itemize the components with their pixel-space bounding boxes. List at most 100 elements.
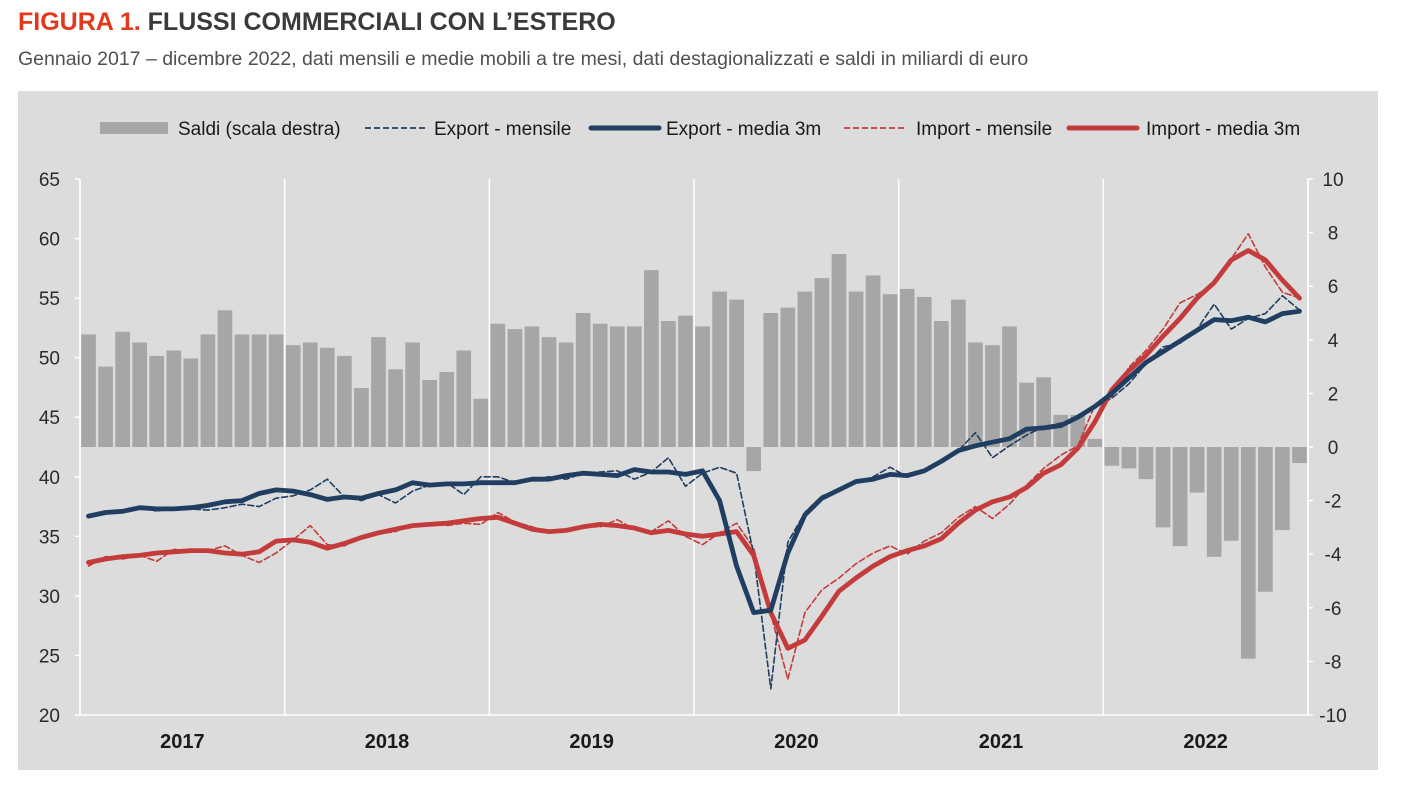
saldi-bar	[1223, 447, 1239, 541]
saldi-bar	[473, 398, 489, 447]
saldi-bar	[1087, 438, 1103, 447]
saldi-bar	[200, 334, 216, 447]
saldi-bar	[1240, 447, 1256, 659]
saldi-bar	[609, 326, 625, 447]
saldi-bar	[661, 321, 676, 447]
figure-title-text: FLUSSI COMMERCIALI CON L’ESTERO	[147, 8, 616, 36]
saldi-bar	[644, 270, 659, 447]
saldi-bar	[882, 294, 898, 447]
right-tick-label: -6	[1325, 599, 1342, 620]
right-tick-label: -4	[1325, 545, 1342, 566]
left-tick-label: 50	[39, 349, 60, 370]
year-label: 2017	[160, 731, 205, 753]
saldi-bar	[490, 323, 506, 447]
saldi-bar	[865, 275, 881, 447]
saldi-bar	[251, 334, 267, 447]
legend-label: Import - mensile	[916, 119, 1052, 140]
saldi-bar	[1189, 447, 1205, 493]
left-tick-label: 25	[39, 646, 60, 667]
left-tick-label: 45	[39, 408, 60, 429]
saldi-bar	[968, 342, 983, 447]
right-tick-label: 8	[1328, 224, 1339, 245]
saldi-bar	[81, 334, 96, 447]
figure-label: FIGURA 1.	[18, 8, 141, 36]
saldi-bar	[98, 366, 113, 447]
saldi-bar	[985, 345, 1000, 447]
saldi-bar	[712, 291, 727, 447]
saldi-bar	[337, 355, 352, 447]
saldi-bar	[1019, 382, 1034, 447]
saldi-bar	[916, 296, 932, 447]
saldi-bar	[354, 388, 369, 447]
saldi-bar	[899, 288, 915, 447]
saldi-bar	[831, 254, 847, 447]
right-tick-label: -10	[1319, 706, 1346, 727]
saldi-bar	[933, 321, 949, 447]
legend-label: Export - media 3m	[666, 119, 821, 140]
saldi-bar	[405, 342, 420, 447]
right-tick-label: 10	[1322, 170, 1343, 191]
saldi-bar	[1002, 326, 1017, 447]
saldi-bar	[1104, 447, 1120, 466]
saldi-bar	[1053, 414, 1069, 447]
saldi-bar	[268, 334, 284, 447]
year-label: 2022	[1183, 731, 1228, 753]
saldi-bar	[575, 313, 591, 447]
saldi-bar	[763, 313, 779, 447]
legend-label: Saldi (scala destra)	[178, 119, 341, 140]
left-tick-label: 30	[39, 587, 60, 608]
year-label: 2019	[569, 731, 614, 753]
saldi-bar	[1155, 447, 1171, 528]
right-tick-label: -2	[1325, 492, 1342, 513]
saldi-bar	[626, 326, 642, 447]
saldi-bar	[319, 347, 335, 447]
legend-label: Import - media 3m	[1146, 119, 1300, 140]
left-tick-label: 35	[39, 527, 60, 548]
saldi-bar	[371, 337, 386, 447]
right-tick-label: 4	[1328, 331, 1339, 352]
right-tick-label: -8	[1325, 652, 1342, 673]
import-media-3m-line	[86, 248, 1302, 651]
saldi-bar	[780, 307, 796, 447]
saldi-bar	[166, 350, 182, 447]
figure-subtitle: Gennaio 2017 – dicembre 2022, dati mensi…	[18, 48, 1029, 70]
left-tick-label: 65	[39, 170, 60, 191]
saldi-bar	[388, 369, 403, 447]
year-label: 2020	[774, 731, 819, 753]
saldi-bar	[1036, 377, 1051, 447]
export-media-3m-line	[86, 308, 1302, 615]
chart-svg: 20 25 30 35 40 45 50 55 60 65 -10 -8 -6 -4 -2 0 2 4 6 8 10 20…	[39, 119, 1347, 753]
saldi-bar	[132, 342, 148, 447]
saldi-bar	[592, 323, 608, 447]
saldi-bar	[558, 342, 574, 447]
saldi-bar	[951, 299, 966, 447]
saldi-bar	[1172, 447, 1188, 547]
saldi-bar	[1275, 447, 1290, 531]
saldi-bar	[1206, 447, 1222, 557]
saldi-bar	[1138, 447, 1154, 480]
saldi-bar	[149, 355, 165, 447]
saldi-bar	[234, 334, 250, 447]
saldi-bar	[746, 447, 762, 472]
left-tick-label: 20	[39, 706, 60, 727]
left-tick-label: 60	[39, 230, 60, 251]
chart-panel: 20 25 30 35 40 45 50 55 60 65 -10 -8 -6 -4 -2 0 2 4 6 8 10 20…	[18, 91, 1378, 770]
figure-title: FIGURA 1. FLUSSI COMMERCIALI CON L’ESTER…	[18, 8, 616, 37]
saldi-bar	[217, 310, 233, 447]
saldi-bar	[541, 337, 557, 447]
saldi-bar	[115, 331, 130, 447]
year-label: 2021	[979, 731, 1024, 753]
left-tick-label: 55	[39, 289, 60, 310]
saldi-bar	[524, 326, 540, 447]
saldi-bar	[456, 350, 472, 447]
saldi-bar	[1292, 447, 1307, 464]
saldi-bar	[1258, 447, 1273, 592]
saldi-bar	[285, 345, 301, 447]
saldi-bar	[695, 326, 710, 447]
saldi-bar	[729, 299, 744, 447]
saldi-bar	[507, 329, 523, 447]
right-tick-label: 2	[1328, 384, 1339, 405]
saldi-bar	[1121, 447, 1137, 469]
saldi-bar	[422, 380, 437, 447]
saldi-bar	[678, 315, 693, 447]
